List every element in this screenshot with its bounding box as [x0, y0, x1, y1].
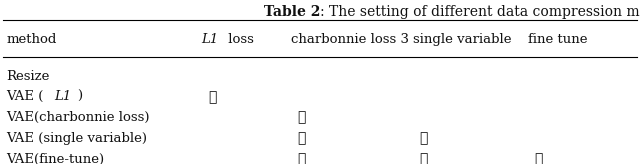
- Text: ✓: ✓: [298, 152, 306, 164]
- Text: : The setting of different data compression methods: : The setting of different data compress…: [320, 5, 640, 19]
- Text: loss: loss: [224, 33, 253, 46]
- Text: Table 2: Table 2: [264, 5, 320, 19]
- Text: ✓: ✓: [208, 90, 216, 104]
- Text: fine tune: fine tune: [528, 33, 588, 46]
- Text: ✓: ✓: [419, 132, 428, 146]
- Text: ✓: ✓: [534, 152, 543, 164]
- Text: L1: L1: [202, 33, 219, 46]
- Text: charbonnie loss 3: charbonnie loss 3: [291, 33, 409, 46]
- Text: ): ): [77, 90, 82, 103]
- Text: VAE(fine-tune): VAE(fine-tune): [6, 153, 104, 164]
- Text: method: method: [6, 33, 57, 46]
- Text: VAE (single variable): VAE (single variable): [6, 132, 147, 145]
- Text: single variable: single variable: [413, 33, 511, 46]
- Text: L1: L1: [54, 90, 72, 103]
- Text: ✓: ✓: [419, 152, 428, 164]
- Text: ✓: ✓: [298, 110, 306, 124]
- Text: ✓: ✓: [298, 132, 306, 146]
- Text: VAE (: VAE (: [6, 90, 44, 103]
- Text: Resize: Resize: [6, 70, 50, 83]
- Text: VAE(charbonnie loss): VAE(charbonnie loss): [6, 111, 150, 124]
